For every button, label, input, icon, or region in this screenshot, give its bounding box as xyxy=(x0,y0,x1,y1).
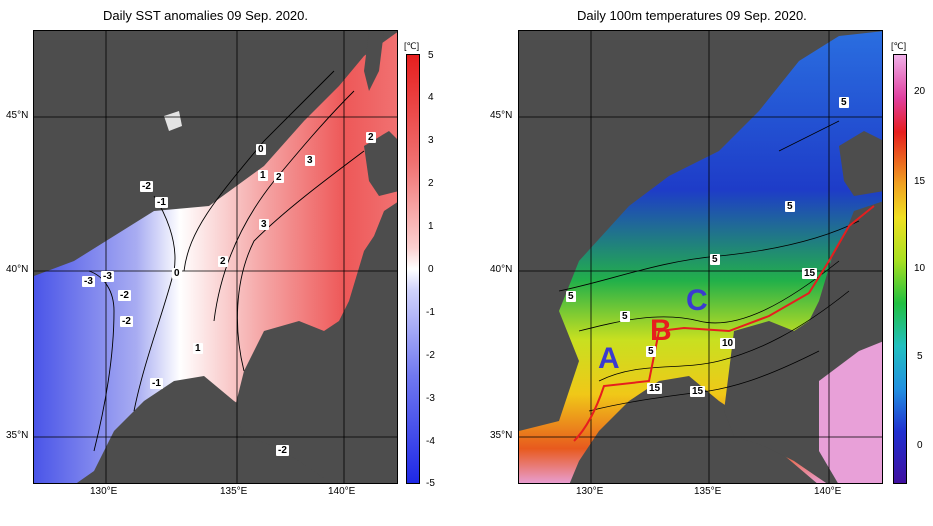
colorbar-tick: -2 xyxy=(426,350,435,361)
sst-anomaly-map-svg xyxy=(34,31,397,483)
lon-label: 135°E xyxy=(694,486,722,497)
contour-label: 5 xyxy=(646,346,656,357)
colorbar-tick: 5 xyxy=(917,351,923,362)
section-line xyxy=(573,205,875,442)
colorbar-tick: 3 xyxy=(428,135,434,146)
graticule xyxy=(34,31,397,483)
temperature-100m-map xyxy=(518,30,883,484)
section-label-a: A xyxy=(598,342,620,375)
colorbar-tick: -1 xyxy=(426,307,435,318)
colorbar-tick: -4 xyxy=(426,436,435,447)
island xyxy=(164,111,182,131)
contour-label: 2 xyxy=(274,172,284,183)
contour-label: -3 xyxy=(82,276,95,287)
sakhalin-land xyxy=(364,31,384,91)
colorbar-tick: 15 xyxy=(914,176,926,187)
lon-label: 140°E xyxy=(328,486,356,497)
colorbar-tick: 5 xyxy=(428,50,434,61)
pacific-warm xyxy=(819,341,882,483)
right-panel-title: Daily 100m temperatures 09 Sep. 2020. xyxy=(577,8,807,23)
colorbar-tick: -3 xyxy=(426,393,435,404)
section-label-b: B xyxy=(650,314,672,347)
lat-label: 40°N xyxy=(6,264,29,275)
contour-label: 2 xyxy=(366,132,376,143)
left-panel-title: Daily SST anomalies 09 Sep. 2020. xyxy=(103,8,308,23)
colorbar-tick: 20 xyxy=(914,86,926,97)
lat-label: 45°N xyxy=(490,110,513,121)
contour-label: 15 xyxy=(647,383,663,394)
lon-label: 140°E xyxy=(814,486,842,497)
colorbar-tick: 0 xyxy=(428,264,434,275)
contour-label: -2 xyxy=(120,316,133,327)
contour-label: -3 xyxy=(101,271,114,282)
temperature-100m-map-svg xyxy=(519,31,882,483)
contour-label: -1 xyxy=(150,378,163,389)
sst-anomaly-map xyxy=(33,30,398,484)
colorbar-tick: 2 xyxy=(428,178,434,189)
lon-label: 130°E xyxy=(90,486,118,497)
contour-label: 15 xyxy=(802,268,818,279)
contour-label: 5 xyxy=(839,97,849,108)
left-colorbar-unit: [℃] xyxy=(404,41,420,51)
temperature-colorbar xyxy=(893,54,907,484)
contour-label: 5 xyxy=(785,201,795,212)
contour-label: 10 xyxy=(720,338,736,349)
hokkaido-land xyxy=(364,131,397,196)
contour-label: 3 xyxy=(305,155,315,166)
colorbar-tick: -5 xyxy=(426,478,435,489)
contour-label: -2 xyxy=(140,181,153,192)
contour-label: 15 xyxy=(690,386,706,397)
lat-label: 40°N xyxy=(490,264,513,275)
contour-label: -2 xyxy=(276,445,289,456)
contour-label: -2 xyxy=(118,290,131,301)
colorbar-tick: 0 xyxy=(917,440,923,451)
contour-label: 5 xyxy=(620,311,630,322)
lon-label: 135°E xyxy=(220,486,248,497)
contour-label: 0 xyxy=(172,268,182,279)
contour-label: 1 xyxy=(193,343,203,354)
contour-label: 5 xyxy=(566,291,576,302)
japan-land xyxy=(234,202,397,483)
contour-label: 2 xyxy=(218,256,228,267)
colorbar-tick: 4 xyxy=(428,92,434,103)
section-label-c: C xyxy=(686,284,708,317)
colorbar-tick: 10 xyxy=(914,263,926,274)
anomaly-colorbar xyxy=(406,54,420,484)
right-colorbar-unit: [℃] xyxy=(891,41,907,51)
contour-label: -1 xyxy=(155,197,168,208)
lon-label: 130°E xyxy=(576,486,604,497)
lat-label: 35°N xyxy=(6,430,29,441)
lat-label: 45°N xyxy=(6,110,29,121)
contour-label: 1 xyxy=(258,170,268,181)
contour-label: 5 xyxy=(710,254,720,265)
lat-label: 35°N xyxy=(490,430,513,441)
hokkaido-land xyxy=(839,131,882,196)
colorbar-tick: 1 xyxy=(428,221,434,232)
contour-label: 0 xyxy=(256,144,266,155)
contour-label: 3 xyxy=(259,219,269,230)
